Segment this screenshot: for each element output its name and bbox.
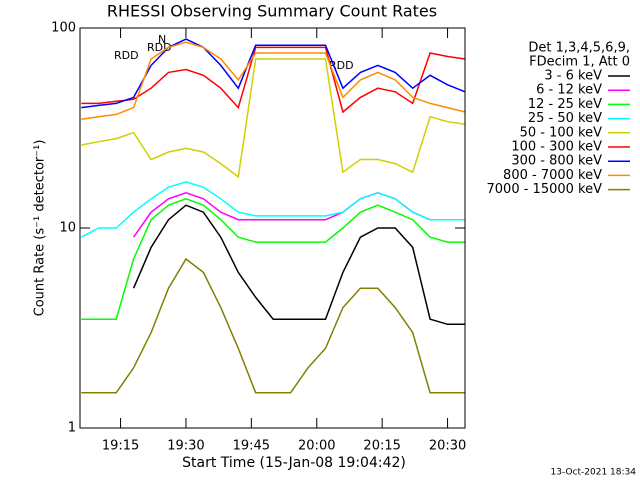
- x-tick-label: 19:45: [233, 439, 270, 454]
- legend-label: 50 - 100 keV: [520, 125, 603, 140]
- legend-header: Det 1,3,4,5,6,9,: [528, 41, 630, 56]
- x-tick-label: 20:15: [363, 439, 400, 454]
- legend-label: 25 - 50 keV: [528, 111, 602, 126]
- data-line: [81, 257, 465, 394]
- x-axis-label: Start Time (15-Jan-08 19:04:42): [182, 455, 406, 471]
- x-tick-label: 19:15: [102, 439, 139, 454]
- legend-label: 100 - 300 keV: [511, 140, 602, 155]
- legend-header: FDecim 1, Att 0: [529, 55, 630, 70]
- data-line: [80, 181, 465, 238]
- y-tick-label: 10: [59, 221, 76, 236]
- data-line: [81, 58, 466, 179]
- legend-label: 300 - 800 keV: [511, 154, 602, 169]
- footer: 13-Oct-2021 18:34: [551, 468, 637, 478]
- x-tick-label: 19:30: [167, 439, 204, 454]
- x-tick-label: 20:00: [298, 439, 335, 454]
- y-axis-label: Count Rate (s⁻¹ detector⁻¹): [33, 140, 48, 317]
- legend-label: 7000 - 15000 keV: [487, 182, 603, 197]
- data-line: [132, 204, 465, 326]
- annotation: RDD: [114, 49, 139, 62]
- x-tick-label: 20:30: [429, 439, 466, 454]
- data-line: [81, 46, 466, 114]
- legend-label: 800 - 7000 keV: [503, 168, 602, 183]
- y-tick-label: 1: [68, 421, 76, 436]
- chart-title: RHESSI Observing Summary Count Rates: [107, 2, 437, 21]
- legend-label: 12 - 25 keV: [528, 97, 602, 112]
- annotation: N: [158, 33, 166, 46]
- legend-label: 3 - 6 keV: [544, 69, 602, 84]
- data-line: [81, 198, 465, 320]
- legend-label: 6 - 12 keV: [536, 83, 602, 98]
- data-line: [81, 41, 466, 120]
- y-tick-label: 100: [51, 21, 76, 36]
